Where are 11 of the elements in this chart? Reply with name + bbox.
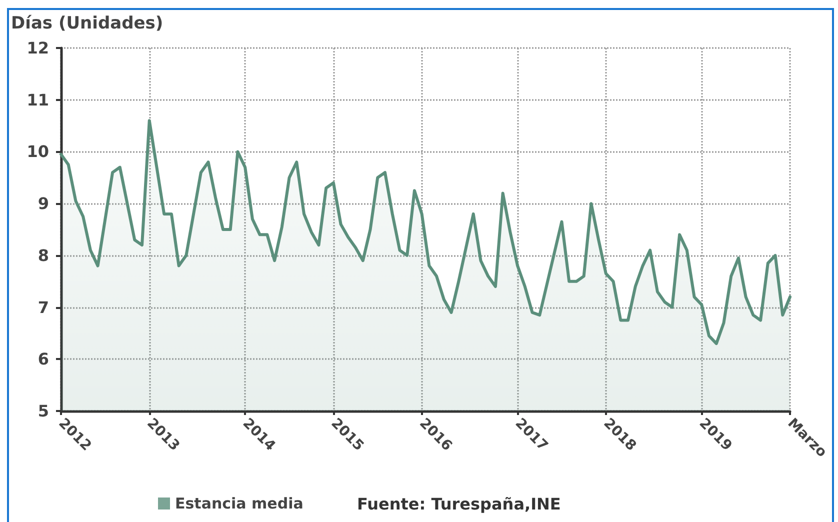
y-tick-label: 6	[38, 350, 49, 369]
y-tick-label: 8	[38, 246, 49, 265]
y-axis-title: Días (Unidades)	[11, 14, 164, 34]
y-tick-label: 10	[26, 142, 49, 162]
y-tick-label: 11	[26, 90, 49, 110]
y-tick-label: 7	[38, 298, 49, 317]
legend-label: Estancia media	[175, 494, 304, 512]
source-note: Fuente: Turespaña,INE	[357, 494, 561, 514]
y-tick-label: 9	[38, 194, 49, 214]
y-tick-label: 12	[26, 38, 49, 58]
y-tick-label: 5	[38, 402, 49, 420]
